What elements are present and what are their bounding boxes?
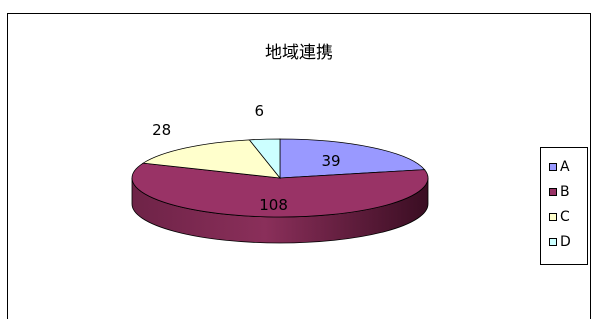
legend-swatch [549, 213, 557, 221]
pie-slice-B [131, 162, 429, 218]
data-label-A: 39 [321, 152, 340, 170]
legend-swatch [549, 188, 557, 196]
pie-chart: 39 108 28 6 [131, 102, 429, 244]
legend-swatch [549, 238, 557, 246]
legend-label: C [560, 209, 570, 225]
legend-label: A [560, 159, 570, 175]
data-label-B: 108 [259, 196, 288, 214]
data-label-C: 28 [152, 121, 171, 139]
legend-swatch [549, 163, 557, 171]
legend-label: D [560, 234, 571, 250]
chart-title: 地域連携 [265, 43, 333, 63]
pie-slice-A [279, 138, 426, 179]
legend-label: B [560, 184, 570, 200]
pie-slice-C [141, 139, 281, 179]
data-label-D: 6 [254, 102, 264, 120]
pie-slice-D [248, 138, 281, 180]
